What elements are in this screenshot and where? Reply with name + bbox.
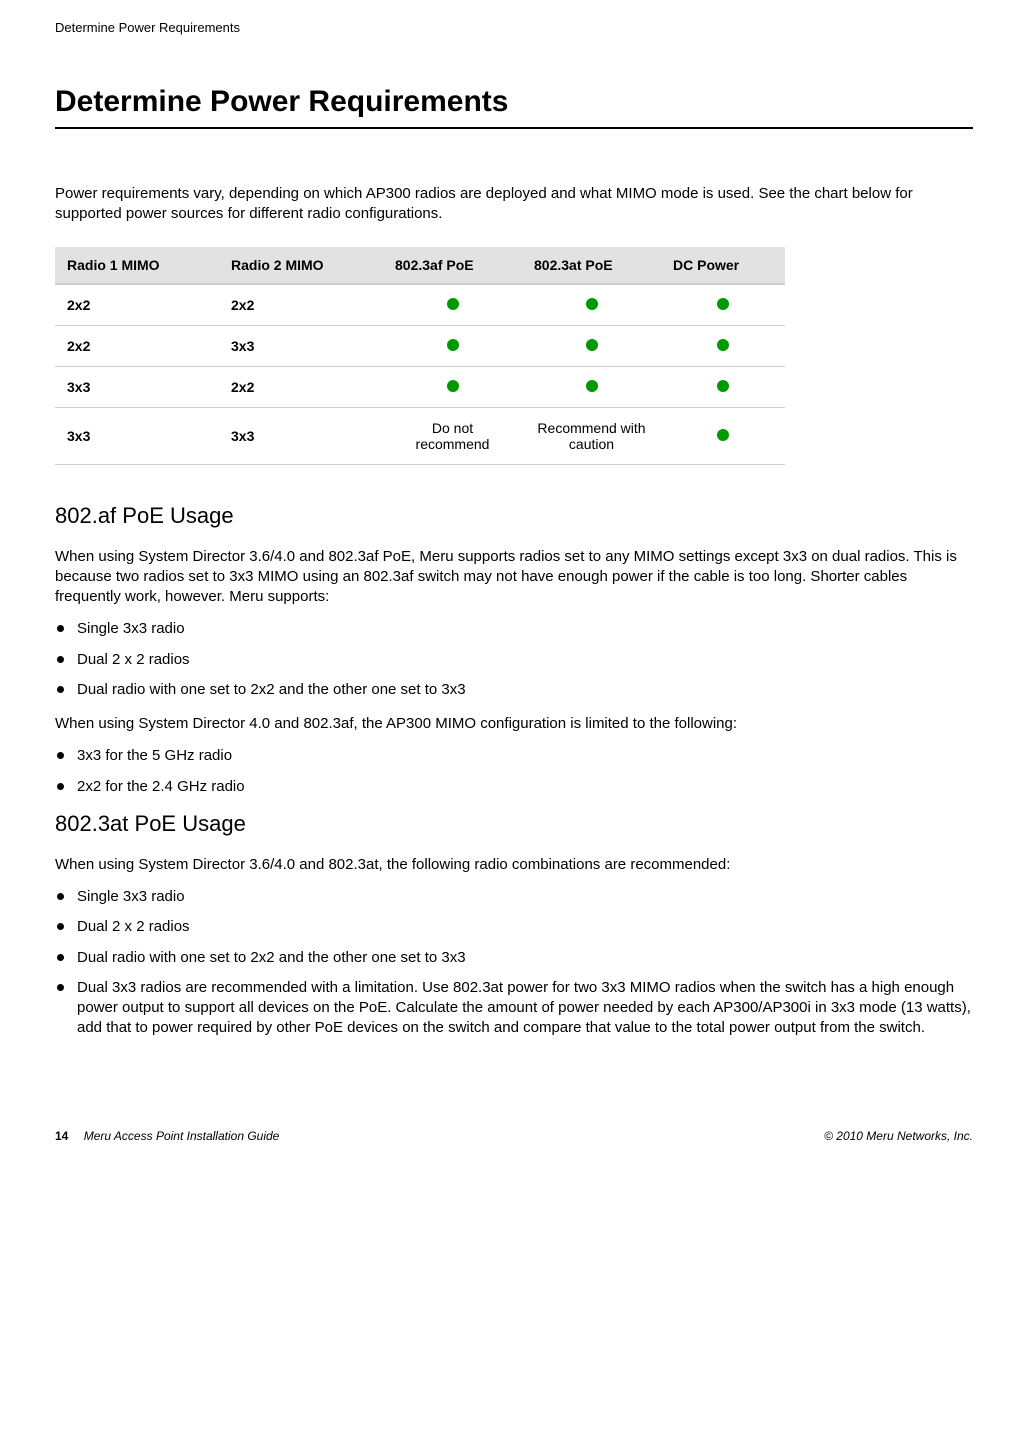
list-item: Single 3x3 radio	[55, 619, 973, 639]
table-row: 3x33x3Do not recommendRecommend with cau…	[55, 407, 785, 464]
list-item: Dual radio with one set to 2x2 and the o…	[55, 680, 973, 700]
table-cell: Do not recommend	[383, 407, 522, 464]
list-item: 2x2 for the 2.4 GHz radio	[55, 777, 973, 797]
table-header: Radio 1 MIMO	[55, 247, 219, 284]
af-paragraph-1: When using System Director 3.6/4.0 and 8…	[55, 547, 973, 608]
table-row: 2x23x3	[55, 325, 785, 366]
page-footer: 14 Meru Access Point Installation Guide …	[55, 1129, 973, 1143]
table-cell: 3x3	[219, 325, 383, 366]
running-header: Determine Power Requirements	[55, 20, 973, 35]
supported-dot-icon	[717, 298, 729, 310]
power-requirements-table: Radio 1 MIMORadio 2 MIMO802.3af PoE802.3…	[55, 247, 785, 465]
table-cell: 2x2	[55, 284, 219, 326]
page-title: Determine Power Requirements	[55, 85, 973, 119]
table-row: 2x22x2	[55, 284, 785, 326]
table-cell: 3x3	[219, 407, 383, 464]
supported-dot-icon	[586, 298, 598, 310]
footer-copyright: © 2010 Meru Networks, Inc.	[824, 1129, 973, 1143]
af-list-2: 3x3 for the 5 GHz radio 2x2 for the 2.4 G…	[55, 746, 973, 797]
list-item: Dual 3x3 radios are recommended with a l…	[55, 978, 973, 1039]
supported-dot-icon	[447, 380, 459, 392]
table-cell: 2x2	[219, 284, 383, 326]
table-cell: 2x2	[55, 325, 219, 366]
table-cell: 3x3	[55, 366, 219, 407]
supported-dot-icon	[586, 339, 598, 351]
supported-dot-icon	[447, 339, 459, 351]
table-cell	[522, 325, 661, 366]
list-item: Single 3x3 radio	[55, 887, 973, 907]
intro-paragraph: Power requirements vary, depending on wh…	[55, 184, 973, 225]
section-heading-af: 802.af PoE Usage	[55, 503, 973, 529]
footer-doc-title: Meru Access Point Installation Guide	[84, 1129, 280, 1143]
table-cell: 2x2	[219, 366, 383, 407]
table-header: DC Power	[661, 247, 785, 284]
table-cell	[661, 325, 785, 366]
af-paragraph-2: When using System Director 4.0 and 802.3…	[55, 714, 973, 734]
table-cell: Recommend with caution	[522, 407, 661, 464]
af-list-1: Single 3x3 radio Dual 2 x 2 radios Dual ra…	[55, 619, 973, 700]
section-heading-at: 802.3at PoE Usage	[55, 811, 973, 837]
at-paragraph-1: When using System Director 3.6/4.0 and 8…	[55, 855, 973, 875]
table-cell	[522, 284, 661, 326]
table-cell	[383, 366, 522, 407]
supported-dot-icon	[717, 380, 729, 392]
list-item: Dual 2 x 2 radios	[55, 650, 973, 670]
table-cell	[661, 407, 785, 464]
table-cell	[383, 325, 522, 366]
table-cell	[522, 366, 661, 407]
list-item: 3x3 for the 5 GHz radio	[55, 746, 973, 766]
title-rule	[55, 127, 973, 129]
table-header: 802.3at PoE	[522, 247, 661, 284]
at-list-1: Single 3x3 radio Dual 2 x 2 radios Dual ra…	[55, 887, 973, 1039]
supported-dot-icon	[447, 298, 459, 310]
list-item: Dual 2 x 2 radios	[55, 917, 973, 937]
supported-dot-icon	[717, 429, 729, 441]
table-cell	[661, 366, 785, 407]
table-row: 3x32x2	[55, 366, 785, 407]
table-header: Radio 2 MIMO	[219, 247, 383, 284]
table-cell: 3x3	[55, 407, 219, 464]
table-cell	[661, 284, 785, 326]
supported-dot-icon	[586, 380, 598, 392]
table-header: 802.3af PoE	[383, 247, 522, 284]
supported-dot-icon	[717, 339, 729, 351]
page-number: 14	[55, 1129, 68, 1143]
table-cell	[383, 284, 522, 326]
list-item: Dual radio with one set to 2x2 and the o…	[55, 948, 973, 968]
